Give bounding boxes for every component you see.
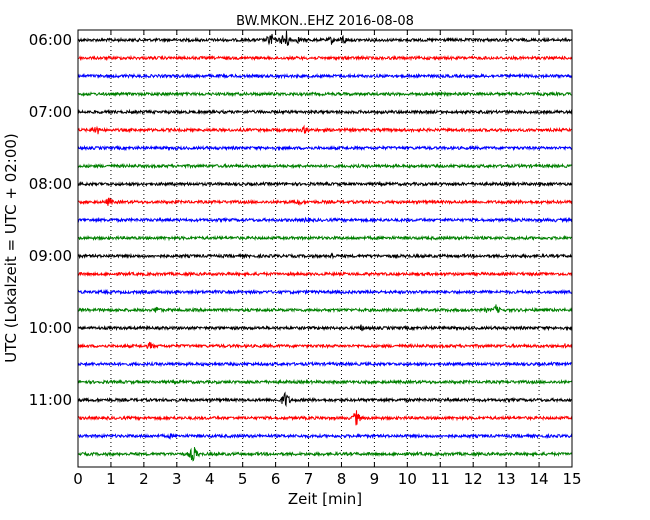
trace-0700 [77, 108, 573, 116]
x-tick-label: 13 [497, 470, 516, 488]
trace-0930 [77, 288, 573, 296]
x-axis-label: Zeit [min] [288, 490, 362, 508]
trace-0730 [77, 144, 573, 152]
x-tick-label: 1 [106, 470, 116, 488]
trace-1145 [77, 447, 573, 462]
x-tick-label: 4 [205, 470, 215, 488]
x-tick-label: 14 [530, 470, 549, 488]
x-tick-label: 6 [271, 470, 281, 488]
x-axis-ticks: 0 1 2 3 4 5 6 7 8 9 10 11 12 13 14 15 [73, 30, 582, 488]
trace-0630 [77, 72, 573, 80]
trace-0600 [77, 30, 573, 46]
x-tick-label: 10 [398, 470, 417, 488]
trace-0645 [77, 90, 573, 98]
trace-0815 [77, 197, 573, 207]
x-tick-label: 15 [562, 470, 581, 488]
y-axis-label: UTC (Lokalzeit = UTC + 02:00) [2, 133, 20, 363]
x-tick-label: 3 [172, 470, 182, 488]
x-tick-label: 9 [370, 470, 380, 488]
trace-group [77, 30, 573, 462]
x-tick-label: 12 [464, 470, 483, 488]
x-tick-label: 8 [337, 470, 347, 488]
trace-1030 [77, 360, 573, 368]
trace-0830 [77, 216, 573, 224]
trace-0915 [77, 270, 573, 278]
y-tick-label: 09:00 [29, 247, 72, 265]
trace-0715 [77, 124, 573, 135]
trace-0615 [77, 54, 573, 62]
trace-1045 [77, 378, 573, 386]
trace-1015 [77, 341, 573, 350]
trace-0945 [78, 304, 573, 314]
x-tick-label: 5 [238, 470, 248, 488]
trace-0900 [77, 252, 573, 260]
grid-lines [110, 30, 540, 467]
trace-0845 [77, 234, 573, 242]
y-axis-ticks: 06:00 07:00 08:00 09:00 10:00 11:00 [29, 31, 572, 409]
trace-0800 [77, 180, 573, 188]
trace-1130 [77, 432, 573, 440]
trace-1115 [77, 410, 573, 426]
x-tick-label: 11 [431, 470, 450, 488]
trace-1000 [77, 324, 573, 332]
x-tick-label: 2 [139, 470, 149, 488]
y-tick-label: 06:00 [29, 31, 72, 49]
chart-title: BW.MKON..EHZ 2016-08-08 [236, 14, 414, 29]
y-tick-label: 10:00 [29, 319, 72, 337]
x-tick-label: 0 [73, 470, 83, 488]
plot-frame [77, 29, 573, 468]
x-tick-label: 7 [304, 470, 314, 488]
trace-0745 [77, 162, 573, 170]
y-tick-label: 07:00 [29, 103, 72, 121]
y-tick-label: 11:00 [29, 391, 72, 409]
trace-1100 [77, 391, 573, 408]
y-tick-label: 08:00 [29, 175, 72, 193]
